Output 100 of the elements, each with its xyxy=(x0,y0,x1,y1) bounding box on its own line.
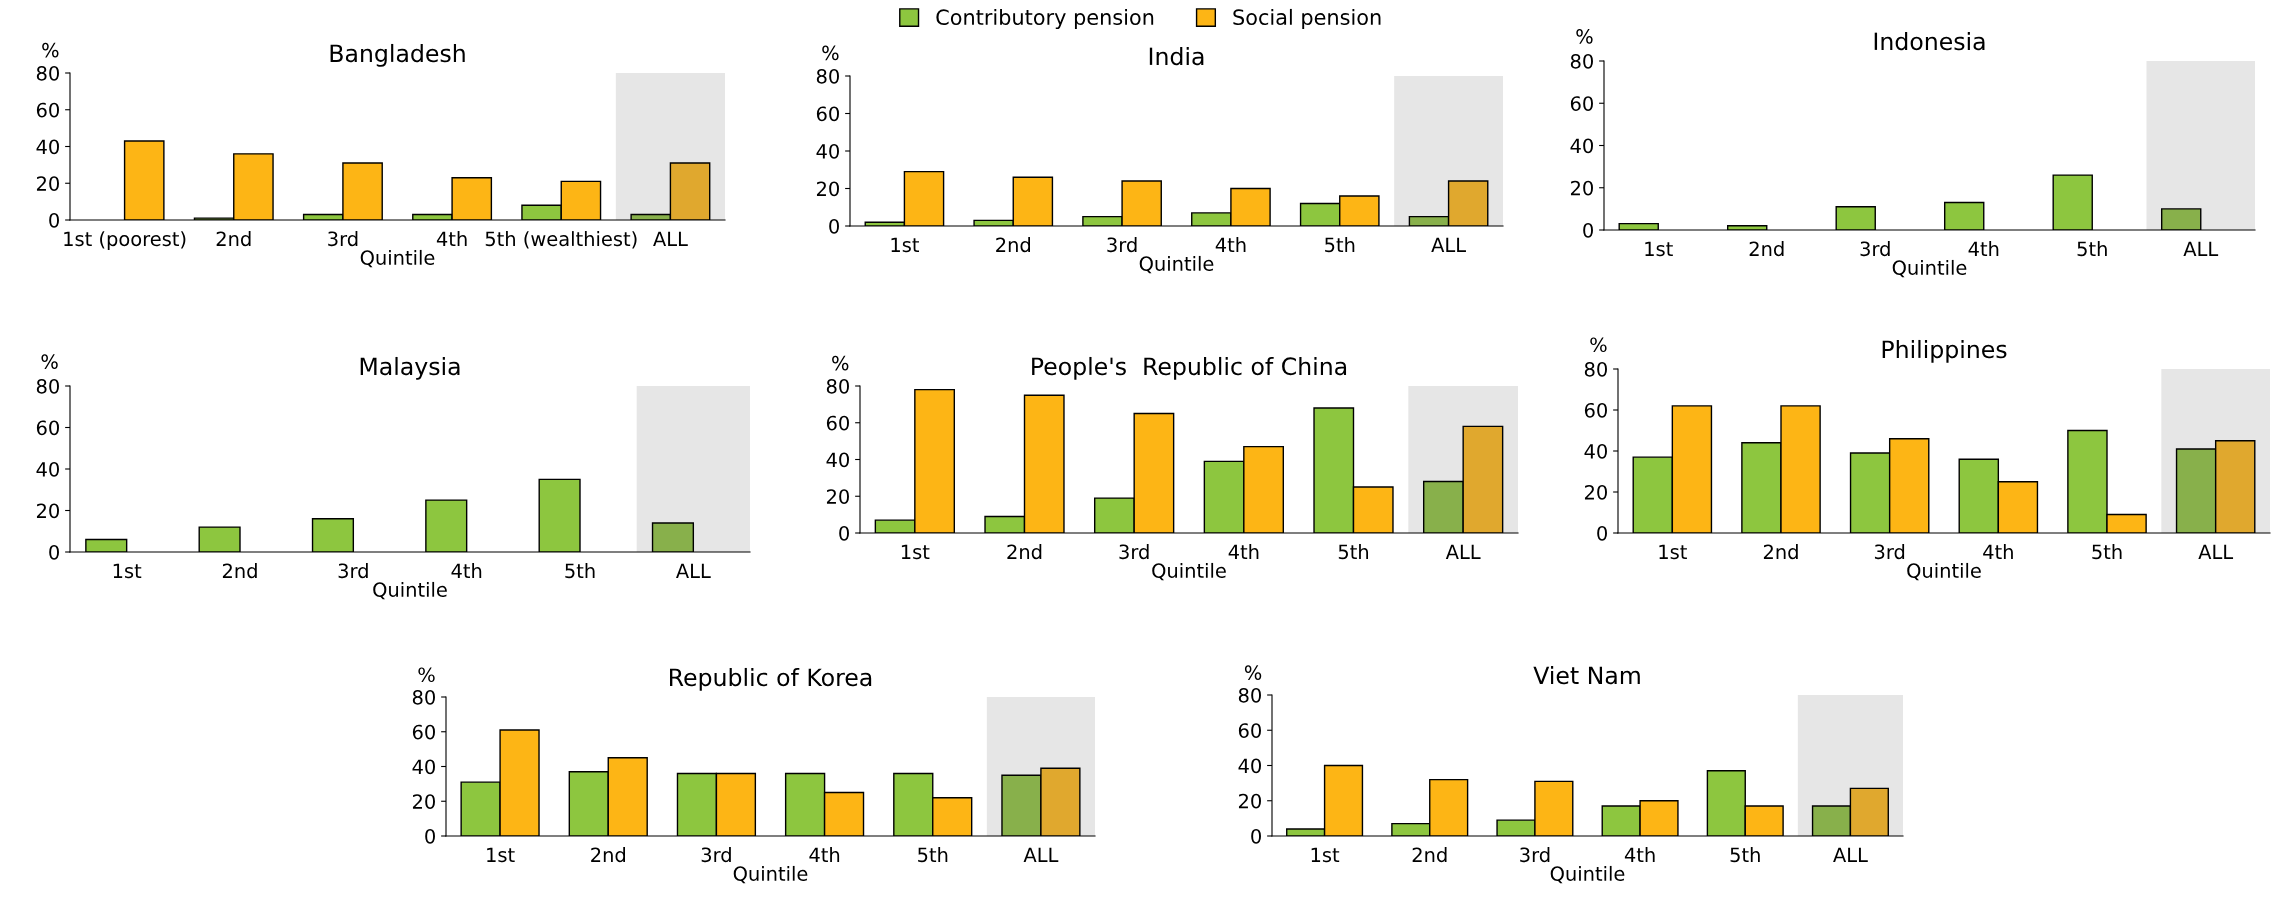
y-tick-label: 40 xyxy=(816,143,839,159)
y-tick-label: 20 xyxy=(816,181,839,197)
y-tick-label: 80 xyxy=(826,378,849,394)
chart-title: India xyxy=(1149,46,1204,66)
chart-title: Republic of Korea xyxy=(670,667,872,691)
y-tick-label: 60 xyxy=(826,415,849,431)
x-tick-label: 2nd xyxy=(216,231,251,247)
x-axis-title: Quintile xyxy=(373,581,447,600)
x-tick-label: ALL xyxy=(676,563,711,578)
y-tick-label: 80 xyxy=(1570,53,1593,69)
x-tick-label: ALL xyxy=(2183,241,2219,256)
y-tick-label: 60 xyxy=(1570,96,1593,111)
y-tick-label: 80 xyxy=(36,65,59,81)
y-axis-title: % xyxy=(42,42,59,58)
y-tick-label: 40 xyxy=(1584,443,1607,459)
x-tick-label: 1st xyxy=(487,847,515,863)
y-tick-label: 40 xyxy=(36,461,59,477)
x-axis-title: Quintile xyxy=(1152,562,1226,581)
y-tick-label: 20 xyxy=(36,503,59,519)
y-tick-label: 80 xyxy=(816,68,839,84)
y-tick-label: 40 xyxy=(1570,138,1593,154)
x-tick-label: 2nd xyxy=(1007,544,1042,560)
legend-label: Social pension xyxy=(1233,8,1381,30)
x-tick-label: 2nd xyxy=(996,237,1030,253)
x-tick-label: 1st xyxy=(901,544,930,560)
x-tick-label: 3rd xyxy=(328,231,358,247)
chart-title: Bangladesh xyxy=(330,43,465,67)
y-tick-label: 0 xyxy=(1583,222,1593,238)
x-tick-label: 2nd xyxy=(1412,847,1447,863)
y-tick-label: 20 xyxy=(1570,180,1593,196)
chart-title: Philippines xyxy=(1882,339,2007,363)
x-tick-label: 3rd xyxy=(338,563,368,579)
x-tick-label: 3rd xyxy=(1107,237,1137,253)
x-tick-label: ALL xyxy=(1023,847,1059,862)
y-tick-label: 60 xyxy=(36,420,59,436)
x-tick-label: 4th xyxy=(809,847,840,862)
x-tick-label: ALL xyxy=(1431,237,1466,252)
x-tick-label: 2nd xyxy=(1763,544,1798,560)
y-tick-label: 80 xyxy=(1584,361,1607,377)
y-axis-title: % xyxy=(1576,29,1593,44)
x-axis-title: Quintile xyxy=(1550,865,1625,884)
x-tick-label: 3rd xyxy=(1860,241,1890,257)
y-tick-label: 20 xyxy=(36,176,59,191)
y-tick-label: 0 xyxy=(49,212,59,228)
x-tick-label: 3rd xyxy=(1119,544,1149,560)
y-tick-label: 60 xyxy=(1584,402,1607,418)
x-tick-label: 5th (wealthiest) xyxy=(485,231,637,249)
x-axis-title: Quintile xyxy=(360,249,435,268)
x-tick-label: 2nd xyxy=(222,563,257,579)
x-tick-label: ALL xyxy=(2198,544,2234,559)
y-tick-label: 60 xyxy=(36,102,59,118)
x-tick-label: 5th xyxy=(1730,847,1760,863)
x-axis-title: Quintile xyxy=(1892,259,1967,278)
x-axis-title: Quintile xyxy=(733,865,808,884)
y-axis-title: % xyxy=(1590,337,1607,353)
x-tick-label: 4th xyxy=(1968,241,1999,256)
x-tick-label: 5th xyxy=(565,563,595,579)
y-tick-label: 60 xyxy=(1238,723,1261,738)
y-tick-label: 0 xyxy=(425,828,435,844)
x-tick-label: 4th xyxy=(1624,847,1655,862)
x-tick-label: 4th xyxy=(436,231,467,246)
x-tick-label: 4th xyxy=(1215,237,1246,252)
y-axis-title: % xyxy=(41,354,58,369)
y-tick-label: 20 xyxy=(1584,484,1607,500)
y-tick-label: 40 xyxy=(412,759,435,775)
y-tick-label: 0 xyxy=(49,544,59,560)
x-tick-label: 4th xyxy=(1228,544,1259,559)
y-tick-label: 60 xyxy=(816,106,839,122)
x-tick-label: ALL xyxy=(653,231,688,246)
x-tick-label: 1st xyxy=(1645,241,1673,257)
x-tick-label: 5th xyxy=(1325,237,1355,253)
x-tick-label: 5th xyxy=(918,847,948,863)
x-tick-label: ALL xyxy=(1445,544,1481,559)
x-axis-title: Quintile xyxy=(1907,562,1981,581)
x-tick-label: 1st xyxy=(1659,544,1687,560)
y-axis-title: % xyxy=(822,45,839,61)
x-tick-label: 1st xyxy=(891,237,920,253)
y-tick-label: 40 xyxy=(826,452,849,468)
y-tick-label: 80 xyxy=(412,689,435,705)
x-tick-label: 3rd xyxy=(1520,847,1550,863)
y-tick-label: 0 xyxy=(829,218,839,234)
x-tick-label: 1st xyxy=(113,563,142,579)
y-tick-label: 20 xyxy=(826,489,849,504)
x-tick-label: 4th xyxy=(1983,544,2013,559)
x-tick-label: 5th xyxy=(1338,544,1369,560)
y-tick-label: 20 xyxy=(412,794,435,809)
y-tick-label: 80 xyxy=(1238,687,1261,703)
x-tick-label: 1st (poorest) xyxy=(64,231,186,250)
x-tick-label: 5th xyxy=(2092,544,2122,560)
legend-label: Contributory pension xyxy=(936,8,1154,30)
x-tick-label: 5th xyxy=(2077,241,2107,257)
x-tick-label: 3rd xyxy=(701,847,731,863)
y-tick-label: 20 xyxy=(1238,793,1261,809)
chart-title: Viet Nam xyxy=(1533,665,1640,685)
x-tick-label: 1st xyxy=(1311,847,1340,863)
x-tick-label: 3rd xyxy=(1874,544,1905,560)
y-axis-title: % xyxy=(1244,665,1262,680)
x-axis-title: Quintile xyxy=(1139,255,1214,274)
y-axis-title: % xyxy=(832,355,849,371)
x-tick-label: 2nd xyxy=(591,847,625,863)
